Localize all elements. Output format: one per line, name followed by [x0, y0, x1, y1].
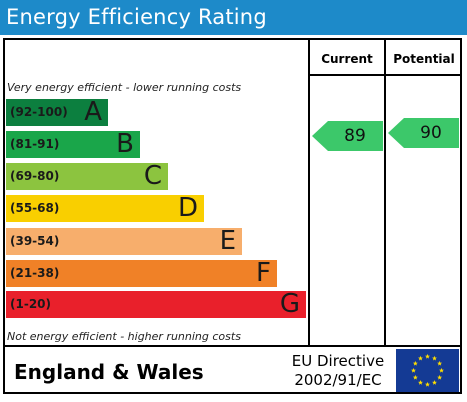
eu-star: [425, 353, 430, 359]
chart-title: Energy Efficiency Rating: [6, 5, 267, 29]
band-letter: G: [279, 289, 300, 319]
column-divider-potential: [384, 38, 386, 346]
eu-directive: EU Directive 2002/91/EC: [278, 352, 398, 390]
region-label: England & Wales: [14, 360, 204, 384]
band-letter: C: [143, 161, 162, 191]
band-range: (69-80): [10, 169, 60, 183]
eu-star: [418, 355, 423, 361]
band-letter: A: [84, 97, 102, 127]
band-a: (92-100) A: [6, 99, 108, 126]
band-range: (92-100): [10, 105, 68, 119]
eu-star: [432, 380, 437, 385]
title-bar: Energy Efficiency Rating: [0, 0, 467, 35]
eu-flag-icon: [396, 349, 459, 392]
eu-star: [411, 367, 416, 373]
band-range: (1-20): [10, 297, 51, 311]
potential-arrow-shape: [388, 118, 459, 148]
band-range: (39-54): [10, 234, 60, 248]
band-e: (39-54) E: [6, 228, 242, 255]
eu-star: [439, 367, 444, 373]
eu-star: [412, 360, 418, 366]
band-letter: B: [116, 129, 134, 159]
inefficient-note: Not energy efficient - higher running co…: [7, 330, 241, 343]
band-b: (81-91) B: [6, 131, 140, 158]
band-f: (21-38) F: [6, 260, 277, 287]
band-d: (55-68) D: [6, 195, 204, 222]
band-letter: E: [219, 226, 236, 256]
band-c: (69-80) C: [6, 163, 168, 190]
current-arrow-shape: [312, 121, 383, 151]
potential-column-header: Potential: [393, 52, 455, 66]
eu-star: [418, 380, 423, 385]
potential-rating-arrow: 90: [388, 118, 460, 148]
band-range: (21-38): [10, 266, 60, 280]
eu-star: [425, 381, 430, 387]
band-range: (81-91): [10, 137, 60, 151]
current-column-header: Current: [321, 52, 373, 66]
rating-frame: [3, 38, 462, 394]
eu-star: [437, 360, 443, 366]
eu-star: [412, 374, 418, 380]
directive-line-2: 2002/91/EC: [294, 371, 382, 389]
eu-star: [437, 374, 443, 380]
footer-divider: [3, 345, 462, 347]
potential-rating-value: 90: [420, 123, 442, 143]
eu-star: [432, 355, 437, 361]
efficient-note: Very energy efficient - lower running co…: [7, 81, 242, 94]
current-rating-value: 89: [344, 126, 366, 146]
band-letter: F: [256, 258, 271, 288]
header-divider: [308, 74, 462, 76]
directive-line-1: EU Directive: [291, 352, 385, 370]
band-g: (1-20) G: [6, 291, 306, 318]
column-divider-current: [308, 38, 310, 346]
band-range: (55-68): [10, 201, 60, 215]
band-letter: D: [177, 193, 198, 223]
current-rating-arrow: 89: [312, 121, 384, 151]
